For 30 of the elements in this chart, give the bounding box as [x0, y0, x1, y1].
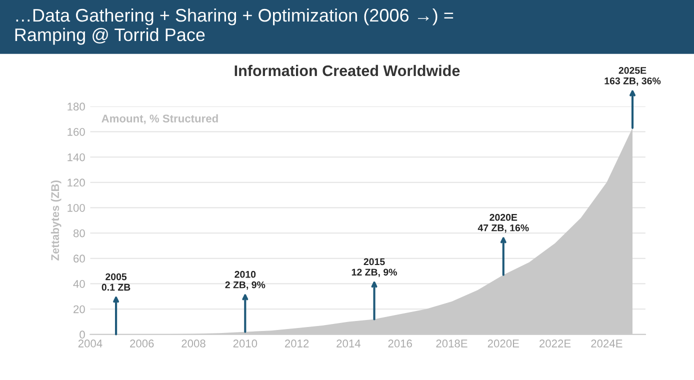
annotation: Amount, % Structured: [102, 114, 218, 124]
x-tick-label: 2004: [78, 340, 102, 348]
x-tick-label: 2020E: [488, 340, 519, 348]
x-tick-label: 2014: [336, 340, 360, 348]
y-tick-label: 80: [73, 229, 85, 238]
x-tick-label: 2006: [130, 340, 154, 348]
x-tick-label: 2008: [182, 340, 206, 348]
chart-subtitle: Information Created Worldwide: [234, 64, 460, 76]
annotation: 2010 2 ZB, 9%: [225, 270, 266, 290]
x-tick-label: 2016: [388, 340, 412, 348]
x-tick-label: 2024E: [591, 340, 622, 348]
y-tick-label: 180: [68, 102, 85, 111]
annotation: 2015 12 ZB, 9%: [352, 258, 397, 278]
y-tick-label: 160: [68, 128, 85, 136]
x-tick-label: 2012: [285, 340, 309, 348]
y-tick-label: 60: [74, 254, 85, 263]
y-tick-label: 20: [74, 305, 85, 314]
y-tick-label: 40: [73, 280, 85, 288]
x-tick-label: 2018E: [436, 340, 468, 348]
y-axis-title: Zettabytes (ZB): [50, 180, 62, 260]
y-tick-label: 0: [80, 330, 85, 339]
x-tick-label: 2022E: [540, 340, 571, 348]
annotation: 2005 0.1 ZB: [102, 273, 130, 291]
x-tick-label: 2010: [233, 340, 258, 348]
y-tick-label: 140: [68, 153, 85, 162]
chart-title: …Data Gathering + Sharing + Optimization (2006 →) = Ramping @ Torrid Pace: [15, 8, 454, 45]
y-tick-label: 100: [68, 204, 85, 212]
annotation: 2025E 163 ZB, 36%: [604, 66, 661, 86]
y-tick-label: 120: [68, 178, 85, 187]
annotation: 2020E 47 ZB, 16%: [478, 214, 529, 233]
